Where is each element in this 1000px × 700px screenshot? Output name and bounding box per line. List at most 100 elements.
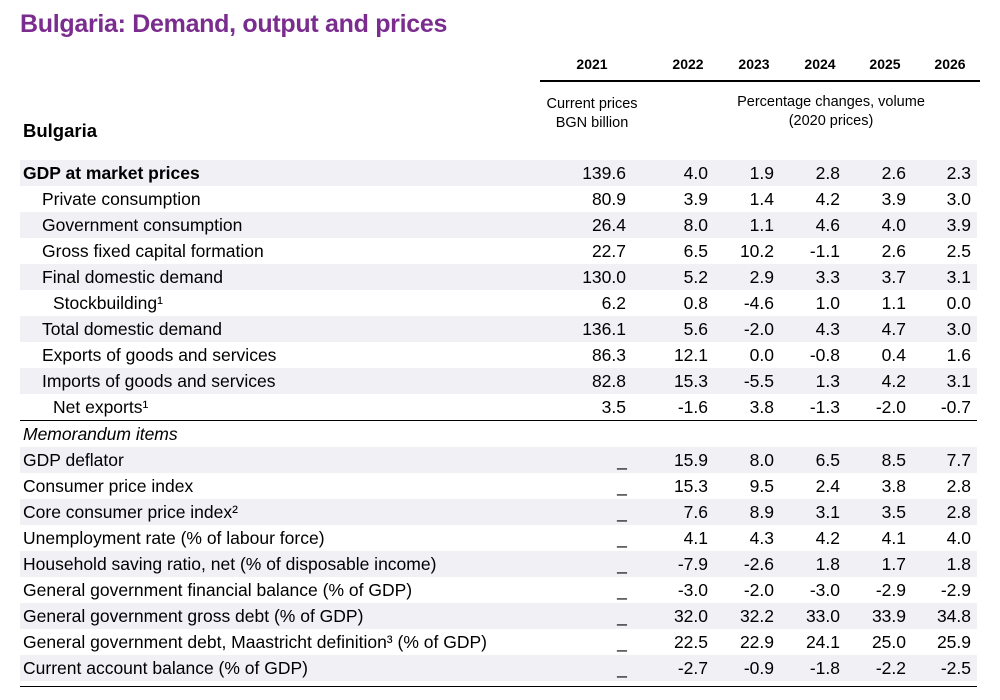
cell-value: 6.5: [815, 450, 840, 470]
cell-value: -5.5: [743, 371, 774, 391]
cell-value: 3.9: [881, 189, 906, 209]
cell-value: 0.8: [683, 293, 708, 313]
row-label: General government financial balance (% …: [23, 580, 413, 600]
cell-value: 4.0: [683, 163, 708, 183]
cell-value: 2.8: [946, 502, 971, 522]
cell-value: 22.5: [673, 632, 708, 652]
cell-value: 4.7: [881, 319, 906, 339]
cell-value: 4.2: [815, 528, 840, 548]
cell-value: 1.1: [749, 215, 774, 235]
cell-value: 8.0: [683, 215, 708, 235]
cell-value: 25.9: [936, 632, 971, 652]
cell-value: -2.9: [940, 580, 971, 600]
row-label: Imports of goods and services: [42, 371, 276, 391]
cell-value: 3.5: [601, 397, 626, 417]
data-table: GDP at market prices 139.6 4.0 1.9 2.8 2…: [20, 160, 977, 681]
cell-value: 32.0: [673, 606, 708, 626]
table-row: Net exports¹ 3.5 -1.6 3.8 -1.3 -2.0 -0.7: [20, 394, 977, 421]
row-label: Core consumer price index²: [23, 502, 238, 522]
cell-value: 32.2: [739, 606, 774, 626]
row-label: Private consumption: [42, 189, 201, 209]
cell-value: 2.6: [881, 163, 906, 183]
empty-cell-dash: _: [617, 502, 627, 522]
table-row: Private consumption 80.9 3.9 1.4 4.2 3.9…: [20, 186, 977, 212]
cell-value: 1.4: [749, 189, 774, 209]
row-label: Household saving ratio, net (% of dispos…: [23, 554, 437, 574]
empty-cell-dash: _: [617, 658, 627, 678]
table-row: Core consumer price index² _ 7.6 8.9 3.1…: [20, 499, 977, 525]
cell-value: 25.0: [871, 632, 906, 652]
cell-value: 26.4: [591, 215, 626, 235]
year-header: 2024: [804, 56, 836, 72]
cell-value: 136.1: [582, 319, 626, 339]
unit-right-line: (2020 prices): [788, 113, 874, 129]
cell-value: 3.1: [815, 502, 840, 522]
cell-value: -2.7: [677, 658, 708, 678]
cell-value: 7.6: [683, 502, 708, 522]
empty-cell-dash: _: [617, 476, 627, 496]
cell-value: -4.6: [743, 293, 774, 313]
cell-value: 15.3: [673, 371, 708, 391]
cell-value: 8.0: [749, 450, 774, 470]
cell-value: 0.0: [749, 345, 774, 365]
cell-value: 33.0: [805, 606, 840, 626]
cell-value: 7.7: [946, 450, 971, 470]
cell-value: 15.9: [673, 450, 708, 470]
row-label: Exports of goods and services: [42, 345, 277, 365]
cell-value: 1.8: [815, 554, 840, 574]
cell-value: -2.9: [875, 580, 906, 600]
row-label: Stockbuilding¹: [53, 293, 163, 313]
table-row: Current account balance (% of GDP) _ -2.…: [20, 655, 977, 681]
cell-value: -2.0: [875, 397, 906, 417]
cell-value: 24.1: [805, 632, 840, 652]
table-row: Unemployment rate (% of labour force) _ …: [20, 525, 977, 551]
table-row: General government gross debt (% of GDP)…: [20, 603, 977, 629]
cell-value: 10.2: [739, 241, 774, 261]
year-header: 2023: [738, 56, 770, 72]
cell-value: 6.5: [683, 241, 708, 261]
row-label: GDP at market prices: [23, 163, 200, 183]
cell-value: 2.5: [946, 241, 971, 261]
cell-value: 22.9: [739, 632, 774, 652]
table-bottom-rule: [20, 686, 977, 687]
cell-value: 3.8: [749, 397, 774, 417]
table-row: General government debt, Maastricht defi…: [20, 629, 977, 655]
cell-value: 82.8: [591, 371, 626, 391]
cell-value: 5.6: [683, 319, 708, 339]
cell-value: 3.1: [946, 267, 971, 287]
cell-value: 33.9: [871, 606, 906, 626]
year-header: 2025: [869, 56, 901, 72]
cell-value: -2.6: [743, 554, 774, 574]
table-row: Final domestic demand 130.0 5.2 2.9 3.3 …: [20, 264, 977, 290]
table-row: GDP deflator _ 15.9 8.0 6.5 8.5 7.7: [20, 447, 977, 473]
cell-value: 12.1: [673, 345, 708, 365]
table-row: Total domestic demand 136.1 5.6 -2.0 4.3…: [20, 316, 977, 342]
cell-value: -0.7: [940, 397, 971, 417]
cell-value: 34.8: [936, 606, 971, 626]
unit-current-prices: Current prices BGN billion: [532, 95, 652, 133]
memorandum-title: Memorandum items: [23, 424, 178, 444]
cell-value: 2.8: [815, 163, 840, 183]
row-label: Consumer price index: [23, 476, 194, 496]
year-header-row: 2021 2022 2023 2024 2025 2026: [540, 56, 980, 82]
cell-value: 86.3: [591, 345, 626, 365]
row-label: Government consumption: [42, 215, 243, 235]
table-row: Government consumption 26.4 8.0 1.1 4.6 …: [20, 212, 977, 238]
cell-value: 0.4: [881, 345, 906, 365]
cell-value: -2.5: [940, 658, 971, 678]
row-label: General government debt, Maastricht defi…: [23, 632, 487, 652]
cell-value: 4.3: [749, 528, 774, 548]
cell-value: 9.5: [749, 476, 774, 496]
cell-value: -1.6: [677, 397, 708, 417]
unit-left-line: Current prices: [546, 96, 638, 112]
cell-value: 3.7: [881, 267, 906, 287]
cell-value: -2.0: [743, 580, 774, 600]
cell-value: 4.2: [815, 189, 840, 209]
cell-value: 8.5: [881, 450, 906, 470]
cell-value: -0.9: [743, 658, 774, 678]
table-row: Imports of goods and services 82.8 15.3 …: [20, 368, 977, 394]
cell-value: 1.3: [815, 371, 840, 391]
cell-value: 15.3: [673, 476, 708, 496]
cell-value: 2.9: [749, 267, 774, 287]
empty-cell-dash: _: [617, 632, 627, 652]
